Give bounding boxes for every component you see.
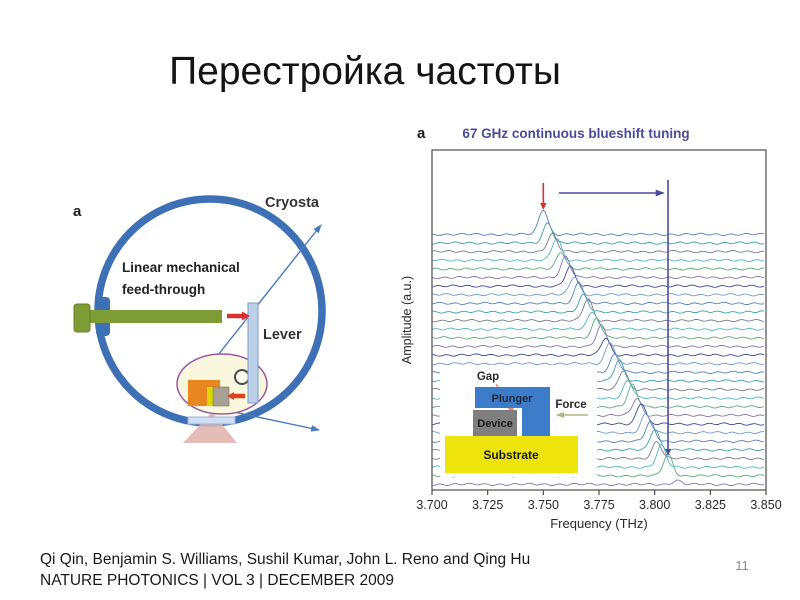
force-arrow-small-head (227, 392, 234, 400)
citation: Qi Qin, Benjamin S. Williams, Sushil Kum… (40, 549, 530, 591)
spectra-traces-group (432, 209, 765, 487)
lever-bar (247, 302, 259, 404)
plunger-block-gray (212, 386, 230, 407)
x-tick-label: 3.700 (416, 498, 447, 512)
plunger-label: Plunger (492, 393, 534, 405)
panel-label-a: a (73, 203, 82, 220)
x-axis-label: Frequency (THz) (550, 516, 648, 531)
spectrum-trace (432, 222, 765, 245)
spectrum-trace (432, 232, 765, 254)
push-arrow-head (242, 311, 250, 321)
x-axis-ticks-group: 3.700 3.725 3.750 3.775 3.800 3.825 3.850 (416, 490, 782, 512)
feedthrough-label-line1: Linear mechanical (122, 260, 240, 275)
spectrum-trace (432, 342, 765, 366)
x-tick-label: 3.750 (528, 498, 559, 512)
inset-device-block (473, 410, 517, 436)
spectrum-trace (432, 317, 765, 340)
x-tick-label: 3.825 (695, 498, 726, 512)
device-label: Device (477, 418, 512, 430)
thz-beam-triangle (183, 412, 237, 443)
spectrum-trace (432, 298, 765, 323)
cryostat-diagram: a Cryosta Linear mechanical feed-through… (73, 195, 326, 443)
spectrum-trace (432, 324, 765, 349)
cryostat-pointer-arrow (217, 224, 322, 356)
citation-journal: NATURE PHOTONICS | VOL 3 | DECEMBER 2009 (40, 572, 395, 589)
feedthrough-label-line2: feed-through (122, 282, 205, 297)
device-chip-yellow (207, 387, 213, 406)
feedthrough-rod (77, 310, 222, 323)
spectrum-trace (432, 209, 765, 237)
tuning-spectra-chart: a 67 GHz continuous blueshift tuning Gap… (400, 125, 782, 531)
spectrum-trace (432, 311, 765, 331)
force-label: Force (555, 399, 586, 411)
spectrum-trace (432, 252, 765, 271)
x-tick-label: 3.725 (472, 498, 503, 512)
chart-title: 67 GHz continuous blueshift tuning (462, 126, 689, 141)
page-number: 11 (735, 558, 749, 573)
x-tick-label: 3.775 (583, 498, 614, 512)
x-tick-label: 3.800 (639, 498, 670, 512)
lever-label: Lever (263, 327, 302, 343)
inset-plunger-foot (522, 408, 550, 437)
spectrum-trace (432, 338, 765, 357)
x-tick-label: 3.850 (750, 498, 781, 512)
cryostat-window (187, 416, 236, 425)
inset-substrate-block (445, 436, 578, 473)
y-axis-label: Amplitude (a.u.) (400, 276, 414, 364)
feedthrough-handle (73, 303, 91, 333)
slide-title: Перестройка частоты (169, 50, 561, 93)
inset-schematic: Gap Plunger Force Device Substrate (440, 365, 597, 477)
spectrum-trace (432, 265, 765, 288)
spectrum-trace (432, 276, 765, 297)
spectrum-trace (432, 255, 765, 280)
citation-authors: Qi Qin, Benjamin S. Williams, Sushil Kum… (40, 551, 531, 568)
chart-annotations-group (540, 180, 672, 456)
spectrum-trace (432, 282, 765, 306)
gap-label: Gap (477, 371, 499, 383)
substrate-label: Substrate (483, 448, 539, 462)
spectrum-trace (432, 293, 765, 314)
reference-line-arrow-head (665, 449, 672, 456)
inset-plunger-bar (475, 387, 550, 408)
spectrum-trace (432, 237, 765, 262)
spectrum-trace (432, 479, 765, 487)
cryostat-label: Cryosta (265, 195, 320, 211)
panel-label-a: a (417, 125, 426, 142)
start-marker-arrow-head (540, 203, 547, 210)
pivot-circle (234, 369, 250, 385)
